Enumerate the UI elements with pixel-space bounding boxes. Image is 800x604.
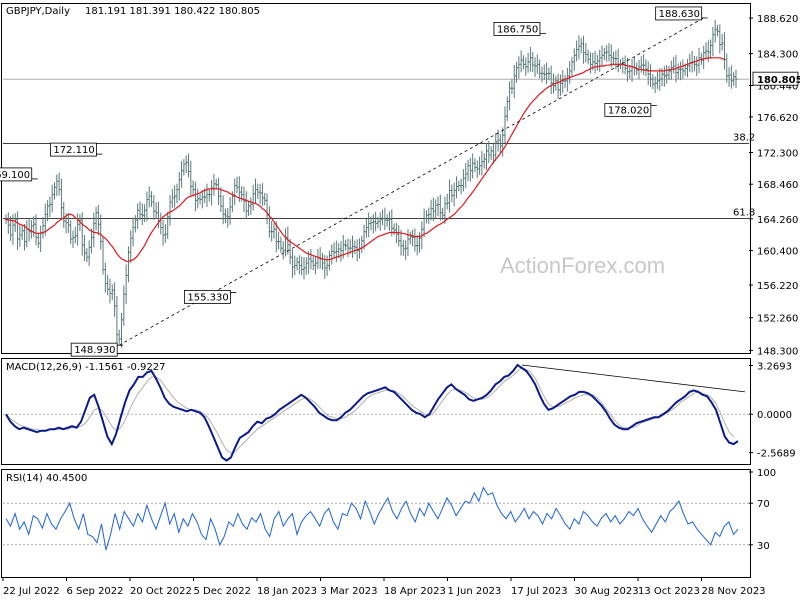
price-panel [1, 3, 751, 354]
fib-label: 61.8 [733, 207, 755, 218]
macd-y-tick-label: 0.0000 [757, 410, 792, 421]
trend-line [119, 17, 704, 346]
moving-average-line [5, 57, 725, 262]
x-tick-label: 18 Apr 2023 [384, 586, 446, 597]
macd-y-tick-label: -2.5689 [757, 449, 796, 460]
x-tick-label: 17 Jul 2023 [511, 586, 568, 597]
y-tick-label: 188.620 [757, 14, 798, 25]
annotation-label: 155.330 [187, 292, 228, 303]
annotation-label: 172.110 [53, 145, 94, 156]
x-tick-label: 3 Mar 2023 [321, 586, 378, 597]
fib-label: 38.2 [733, 132, 755, 143]
annotation-box [70, 342, 118, 357]
rsi-layer [3, 486, 749, 551]
x-tick-label: 13 Oct 2023 [638, 586, 700, 597]
annotation-box [655, 6, 703, 21]
annotation-box [183, 290, 231, 304]
rsi-y-tick-label: 100 [757, 468, 776, 479]
macd-layer [3, 363, 749, 462]
y-tick-label: 168.460 [757, 180, 798, 191]
price-layer: 38.2 61.8 169.100 172.110 148.930 155.330 186.… [0, 6, 755, 357]
rsi-panel [1, 469, 751, 578]
macd-panel [1, 358, 751, 465]
x-tick-label: 30 Aug 2023 [575, 586, 639, 597]
y-tick-label: 172.300 [757, 149, 798, 160]
y-tick-label: 164.260 [757, 215, 798, 226]
annotation-box [0, 167, 33, 182]
last-price-label: 180.805 [757, 75, 800, 86]
axis-layer: 188.620 184.300 180.440 176.620 172.300 168.4… [2, 14, 800, 597]
last-price-box [752, 71, 799, 86]
annotation-box [50, 142, 97, 157]
y-tick-label: 184.300 [757, 50, 798, 61]
annotation-box [493, 22, 541, 36]
annotation-label: 186.750 [497, 24, 538, 35]
y-tick-label: 176.620 [757, 113, 798, 124]
y-tick-label: 148.300 [757, 346, 798, 357]
y-tick-label: 152.260 [757, 314, 798, 325]
price-ohlc: 181.191 181.391 180.422 180.805 [85, 6, 260, 17]
y-tick-label: 156.220 [757, 281, 798, 292]
x-tick-label: 5 Dec 2022 [194, 586, 252, 597]
macd-line [5, 363, 739, 462]
annotation-label: 178.020 [608, 105, 649, 116]
price-title: GBPJPY,Daily [6, 6, 70, 17]
rsi-y-tick-label: 70 [757, 499, 770, 510]
annotation-box [604, 102, 652, 117]
annotation-label: 148.930 [74, 345, 115, 356]
macd-y-tick-label: 3.2693 [757, 361, 792, 372]
watermark: ActionForex.com [500, 253, 665, 278]
x-tick-label: 6 Sep 2022 [67, 586, 124, 597]
rsi-y-tick-label: 30 [757, 541, 770, 552]
macd-signal-line [5, 367, 734, 454]
x-tick-label: 1 Jun 2023 [448, 586, 502, 597]
x-tick-label: 28 Nov 2023 [702, 586, 766, 597]
rsi-title: RSI(14) 40.4500 [6, 473, 87, 484]
x-tick-label: 18 Jan 2023 [257, 586, 317, 597]
macd-title: MACD(12,26,9) -1.1561 -0.9227 [6, 362, 166, 373]
y-tick-label: 160.400 [757, 247, 798, 258]
macd-trend-line [521, 364, 746, 393]
annotation-label: 188.630 [659, 9, 700, 20]
rsi-line [5, 486, 739, 551]
x-tick-label: 22 Jul 2022 [3, 586, 60, 597]
annotation-label: 169.100 [0, 170, 30, 181]
y-tick-label: 180.440 [757, 81, 798, 92]
x-tick-label: 20 Oct 2022 [130, 586, 192, 597]
